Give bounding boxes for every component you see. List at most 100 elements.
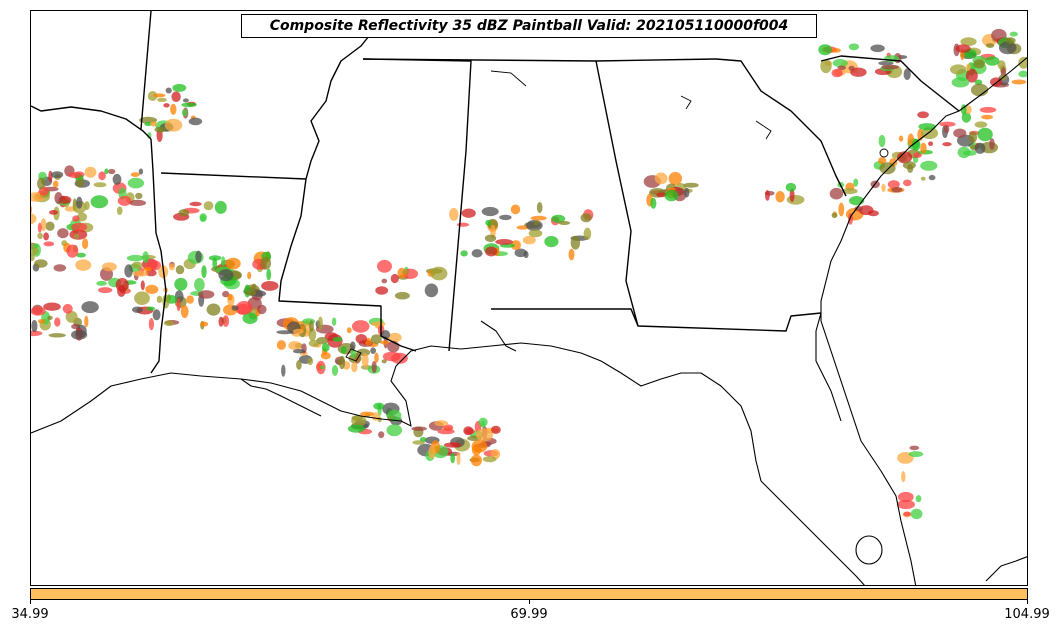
reflectivity-blob: [140, 280, 145, 291]
reflectivity-blob: [463, 426, 474, 436]
reflectivity-blob: [374, 352, 379, 363]
reflectivity-blob: [66, 244, 79, 258]
reflectivity-blob: [200, 214, 206, 222]
reflectivity-blob: [212, 257, 218, 270]
reflectivity-blob: [31, 319, 38, 333]
lakes: [345, 70, 889, 362]
coast-mobile: [480, 320, 517, 352]
reflectivity-blob: [913, 152, 922, 158]
reflectivity-blob: [127, 177, 145, 189]
reflectivity-blob: [76, 196, 83, 209]
reflectivity-blob: [175, 265, 185, 275]
reflectivity-blob: [37, 232, 43, 240]
reflectivity-blob: [664, 189, 679, 202]
map-title: Composite Reflectivity 35 dBZ Paintball …: [241, 14, 817, 38]
reflectivity-blob: [227, 293, 233, 301]
reflectivity-blob: [966, 63, 971, 71]
reflectivity-blob: [145, 284, 159, 294]
reflectivity-blob: [377, 259, 392, 273]
reflectivity-blob: [654, 172, 668, 185]
reflectivity-blob: [583, 227, 592, 240]
reflectivity-blob: [71, 222, 88, 232]
reflectivity-blob: [373, 402, 385, 410]
reflectivity-blob: [989, 138, 995, 150]
reflectivity-blob: [928, 174, 936, 181]
reflectivity-blob: [68, 172, 82, 179]
reflectivity-blob: [411, 426, 427, 431]
reflectivity-blob: [990, 77, 1003, 87]
reflectivity-blob: [977, 127, 993, 142]
coast-fl-west: [815, 312, 842, 422]
reflectivity-blob: [786, 195, 805, 205]
reflectivity-blob: [470, 454, 482, 467]
reflectivity-blob: [428, 445, 436, 459]
reflectivity-blob: [51, 171, 64, 179]
lake-4: [755, 120, 772, 140]
reflectivity-blob: [52, 180, 59, 188]
reflectivity-blob: [76, 252, 86, 258]
reflectivity-blob: [491, 425, 501, 434]
reflectivity-blob: [818, 44, 832, 56]
reflectivity-blob: [307, 357, 314, 366]
border-nc-sc: [820, 55, 960, 112]
reflectivity-blob: [47, 315, 53, 320]
reflectivity-blob: [309, 320, 314, 332]
reflectivity-blob: [955, 44, 971, 53]
lake-1: [490, 70, 527, 87]
reflectivity-blob: [116, 206, 123, 215]
reflectivity-blob: [65, 310, 78, 323]
reflectivity-blob: [848, 65, 855, 71]
reflectivity-blob: [386, 424, 403, 437]
reflectivity-blob: [939, 121, 956, 127]
reflectivity-blob: [31, 253, 35, 262]
reflectivity-blob: [430, 266, 448, 281]
reflectivity-blob: [775, 191, 785, 203]
reflectivity-blob: [390, 273, 399, 284]
reflectivity-blob: [31, 306, 46, 316]
reflectivity-blob: [242, 312, 258, 325]
reflectivity-blob: [957, 146, 971, 159]
reflectivity-blob: [154, 126, 166, 133]
reflectivity-blob: [853, 178, 859, 187]
reflectivity-blob: [117, 195, 132, 206]
reflectivity-blob: [461, 208, 476, 218]
reflectivity-blob: [910, 508, 923, 520]
reflectivity-blob: [182, 98, 189, 103]
border-tn: [362, 58, 717, 62]
reflectivity-blob: [580, 213, 592, 223]
reflectivity-blob: [101, 262, 117, 272]
reflectivity-blob: [979, 106, 997, 113]
reflectivity-blob: [944, 125, 950, 134]
reflectivity-blob: [915, 495, 922, 503]
reflectivity-blob: [156, 295, 163, 303]
reflectivity-blob: [198, 290, 215, 299]
reflectivity-blob: [93, 182, 107, 188]
reflectivity-blob: [920, 142, 927, 154]
reflectivity-blob: [942, 142, 952, 147]
reflectivity-blob: [1018, 70, 1027, 78]
reflectivity-blob: [351, 415, 367, 427]
reflectivity-blob: [370, 334, 382, 344]
reflectivity-blob: [526, 220, 543, 231]
colorbar: [30, 588, 1028, 600]
reflectivity-blob: [656, 192, 667, 198]
reflectivity-blob: [378, 431, 385, 439]
reflectivity-blob: [881, 64, 899, 70]
reflectivity-blob: [178, 209, 190, 217]
reflectivity-blob: [443, 442, 462, 448]
reflectivity-blob: [981, 114, 993, 120]
reflectivity-blob: [225, 257, 241, 270]
reflectivity-blob: [153, 93, 166, 98]
border-ms-al: [362, 58, 472, 352]
reflectivity-blob: [668, 171, 682, 186]
reflectivity-blob: [37, 177, 46, 190]
reflectivity-blob: [308, 339, 320, 347]
reflectivity-blob: [1009, 31, 1018, 37]
reflectivity-blob: [257, 304, 267, 315]
reflectivity-blob: [31, 213, 37, 225]
reflectivity-blob: [132, 270, 148, 277]
reflectivity-blob: [878, 134, 886, 148]
lake-okeechobee: [855, 535, 883, 565]
reflectivity-blob: [920, 160, 938, 171]
reflectivity-blob: [163, 103, 170, 108]
